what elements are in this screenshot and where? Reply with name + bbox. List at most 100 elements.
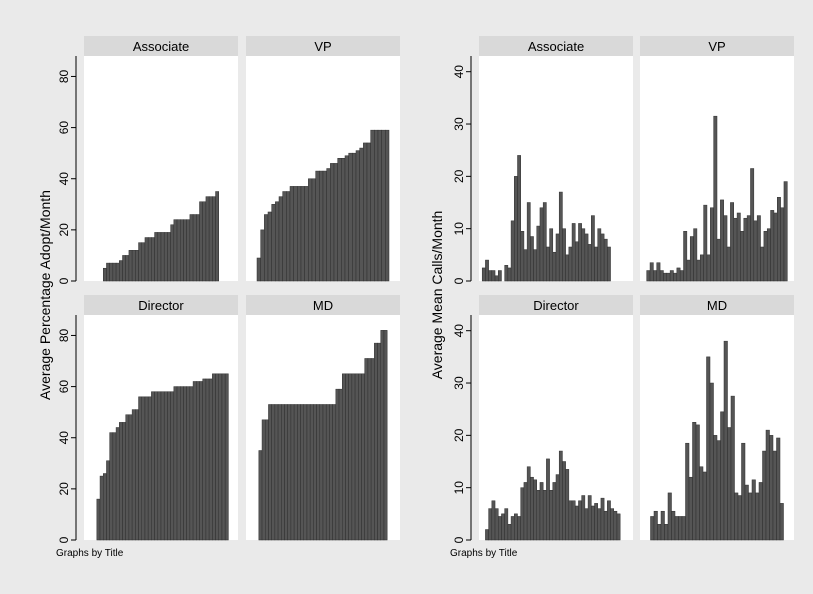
bar bbox=[578, 500, 582, 541]
bar bbox=[539, 482, 544, 541]
panels: Associate 0 20 40 60 80 VP Director 0 20 40 60 80 MD bbox=[57, 36, 400, 543]
bar bbox=[355, 150, 360, 282]
bar bbox=[170, 224, 175, 282]
bar bbox=[558, 191, 563, 282]
panel-strip bbox=[640, 36, 794, 56]
bar bbox=[351, 373, 356, 541]
bar bbox=[741, 442, 746, 541]
bar bbox=[603, 510, 608, 541]
bar bbox=[491, 270, 496, 282]
panel-md: MD bbox=[246, 295, 400, 541]
bar bbox=[533, 479, 537, 541]
y-tick-label: 0 bbox=[452, 277, 466, 284]
bar bbox=[536, 225, 541, 282]
bar bbox=[653, 510, 658, 541]
graphs-by-note: Graphs by Title bbox=[450, 548, 518, 559]
bar bbox=[268, 404, 272, 541]
bar bbox=[370, 129, 375, 282]
bar bbox=[610, 508, 614, 541]
bar bbox=[221, 373, 226, 541]
bar bbox=[125, 255, 130, 282]
bar bbox=[337, 158, 342, 282]
bar bbox=[510, 220, 515, 282]
bar bbox=[575, 241, 579, 282]
bar bbox=[693, 228, 698, 282]
bar bbox=[744, 484, 749, 541]
bar bbox=[163, 391, 168, 541]
bar bbox=[653, 270, 657, 282]
bar bbox=[377, 129, 382, 282]
bar bbox=[322, 170, 327, 282]
bar bbox=[125, 414, 130, 541]
bar bbox=[176, 386, 181, 541]
bar bbox=[498, 270, 502, 282]
bar bbox=[575, 505, 579, 541]
bar bbox=[740, 231, 745, 282]
panel-associate: Associate 0 10 20 30 40 bbox=[452, 36, 633, 284]
bar bbox=[727, 427, 732, 541]
bar bbox=[381, 129, 386, 282]
bar bbox=[342, 373, 346, 541]
bar bbox=[494, 275, 499, 282]
y-tick-label: 20 bbox=[57, 482, 71, 496]
bar bbox=[587, 244, 592, 282]
bar bbox=[264, 214, 269, 282]
panel-strip bbox=[246, 295, 400, 315]
bar bbox=[695, 424, 700, 541]
panel-md: MD bbox=[640, 295, 794, 541]
bar bbox=[726, 246, 731, 282]
bar bbox=[663, 272, 668, 282]
bar bbox=[710, 207, 714, 282]
bar bbox=[199, 381, 203, 541]
bar bbox=[555, 474, 560, 541]
bar bbox=[780, 207, 785, 282]
bar bbox=[597, 508, 602, 541]
bar bbox=[157, 232, 162, 282]
bar bbox=[507, 524, 512, 541]
bar bbox=[297, 404, 301, 541]
bar bbox=[681, 516, 686, 541]
bar bbox=[539, 207, 544, 282]
y-tick-label: 40 bbox=[57, 172, 71, 186]
bar bbox=[173, 219, 178, 282]
bar bbox=[565, 469, 570, 541]
bar bbox=[769, 435, 774, 541]
bar bbox=[542, 490, 547, 541]
bar bbox=[591, 215, 595, 282]
graphs-by-note: Graphs by Title bbox=[56, 548, 124, 559]
bar bbox=[616, 513, 621, 541]
panel-associate: Associate 0 20 40 60 80 bbox=[57, 36, 238, 284]
bar bbox=[504, 508, 509, 541]
y-tick-label: 80 bbox=[57, 328, 71, 342]
bar bbox=[751, 479, 756, 541]
bar bbox=[96, 498, 101, 541]
y-tick-label: 10 bbox=[452, 222, 466, 236]
bar bbox=[144, 396, 149, 541]
bar bbox=[319, 404, 324, 541]
bar bbox=[309, 404, 314, 541]
bar bbox=[504, 265, 509, 282]
panel-vp: VP bbox=[246, 36, 400, 282]
y-tick-label: 20 bbox=[452, 428, 466, 442]
bar bbox=[673, 272, 678, 282]
bar bbox=[256, 257, 261, 282]
bar bbox=[304, 186, 309, 282]
bar bbox=[311, 178, 316, 282]
bar bbox=[485, 529, 489, 541]
bar bbox=[313, 404, 317, 541]
bar bbox=[709, 382, 714, 541]
bar bbox=[683, 231, 688, 282]
panel-title: VP bbox=[708, 39, 725, 54]
bar bbox=[224, 373, 229, 541]
bar bbox=[106, 460, 110, 541]
bar bbox=[112, 262, 117, 282]
bar bbox=[338, 388, 343, 541]
bar bbox=[686, 259, 691, 282]
panel-strip bbox=[640, 295, 794, 315]
bar bbox=[374, 129, 379, 282]
bar bbox=[558, 450, 563, 541]
bar bbox=[135, 250, 139, 282]
bar bbox=[571, 223, 576, 282]
bar bbox=[192, 381, 197, 541]
bar bbox=[212, 373, 216, 541]
